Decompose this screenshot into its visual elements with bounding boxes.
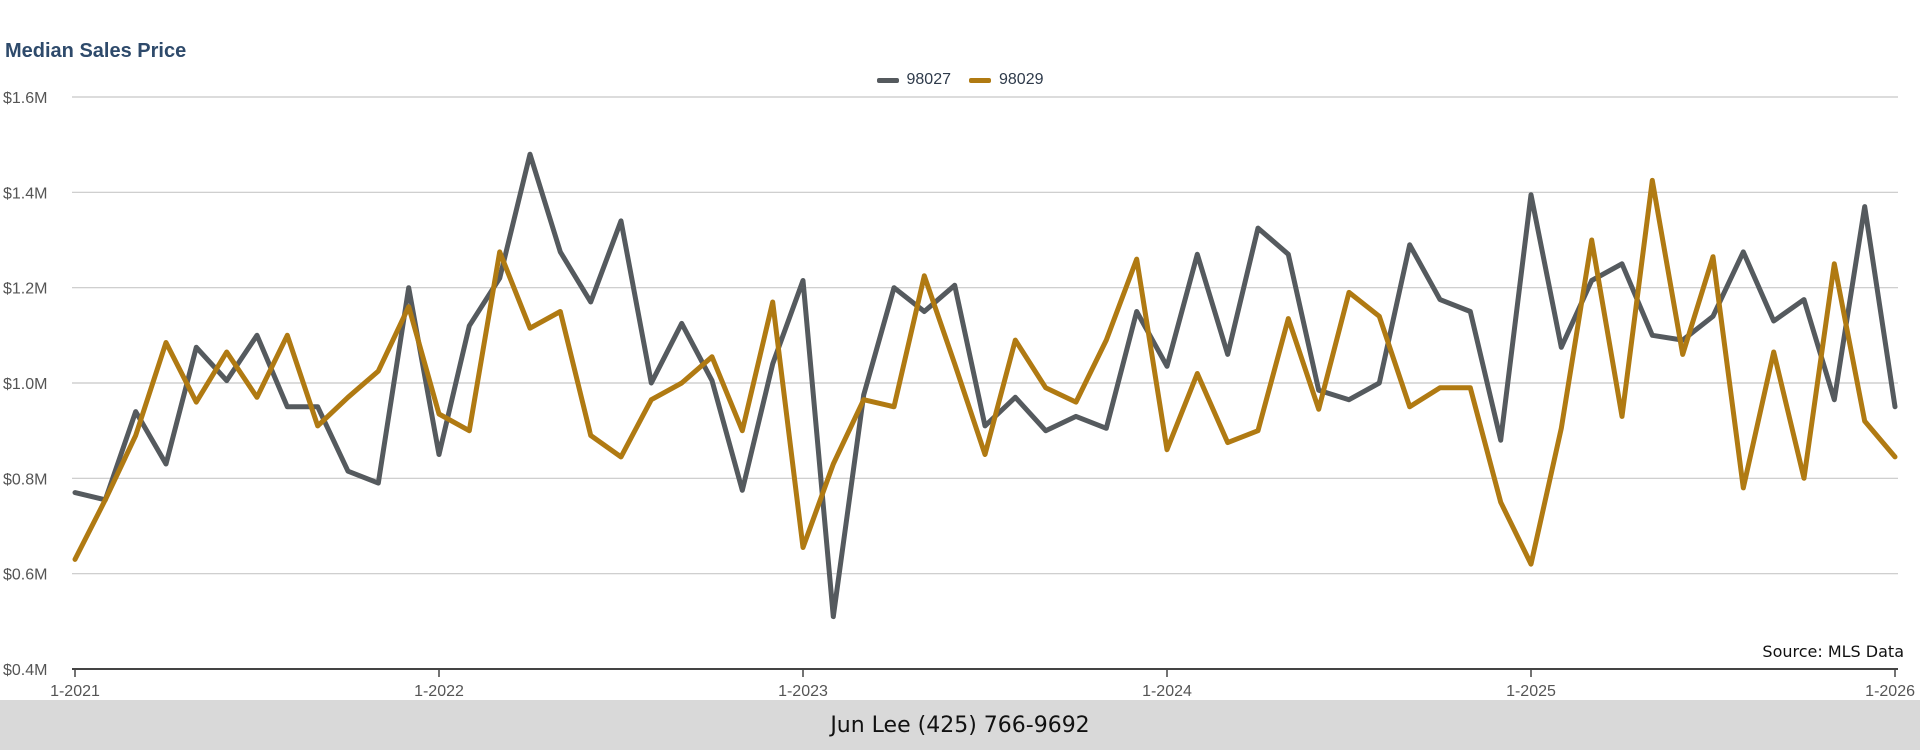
legend-swatch-98029 (969, 77, 991, 83)
legend-item-98027[interactable]: 98027 (876, 71, 952, 89)
legend-label-98027: 98027 (906, 71, 952, 88)
legend-item-98029[interactable]: 98029 (969, 71, 1044, 89)
y-tick-label: $1.6M (3, 90, 47, 107)
y-tick-label: $1.2M (3, 281, 47, 298)
series-line-98029[interactable] (72, 177, 1898, 567)
x-tick-label: 1-2026 (1865, 683, 1915, 700)
chart-title: Median Sales Price (5, 40, 187, 62)
footer-bar: Jun Lee (425) 766-9692 (0, 700, 1920, 750)
y-tick-label: $0.4M (3, 662, 47, 679)
grid-lines (72, 96, 1898, 575)
series-lines (72, 151, 1898, 620)
footer-contact: Jun Lee (425) 766-9692 (830, 712, 1090, 738)
y-tick-label: $1.0M (3, 376, 47, 393)
x-tick-label: 1-2021 (50, 683, 100, 700)
source-note: Source: MLS Data (1762, 642, 1904, 661)
y-tick-label: $1.4M (3, 185, 47, 202)
x-tick-label: 1-2022 (414, 683, 464, 700)
legend: 98027 98029 (0, 71, 1920, 89)
chart-plot-area: $0.4M $0.6M $0.8M $1.0M $1.2M $1.4M $1.6M 1-202… (3, 90, 1915, 700)
legend-swatch-98027 (876, 77, 899, 83)
y-tick-label: $0.8M (3, 471, 47, 488)
x-tick-label: 1-2024 (1142, 683, 1192, 700)
series-line-98027[interactable] (72, 151, 1898, 620)
x-tick-label: 1-2025 (1506, 683, 1556, 700)
legend-label-98029: 98029 (999, 71, 1044, 88)
x-tick-label: 1-2023 (778, 683, 828, 700)
axes: $0.4M $0.6M $0.8M $1.0M $1.2M $1.4M $1.6M 1-202… (3, 90, 1915, 700)
y-tick-label: $0.6M (3, 567, 47, 584)
